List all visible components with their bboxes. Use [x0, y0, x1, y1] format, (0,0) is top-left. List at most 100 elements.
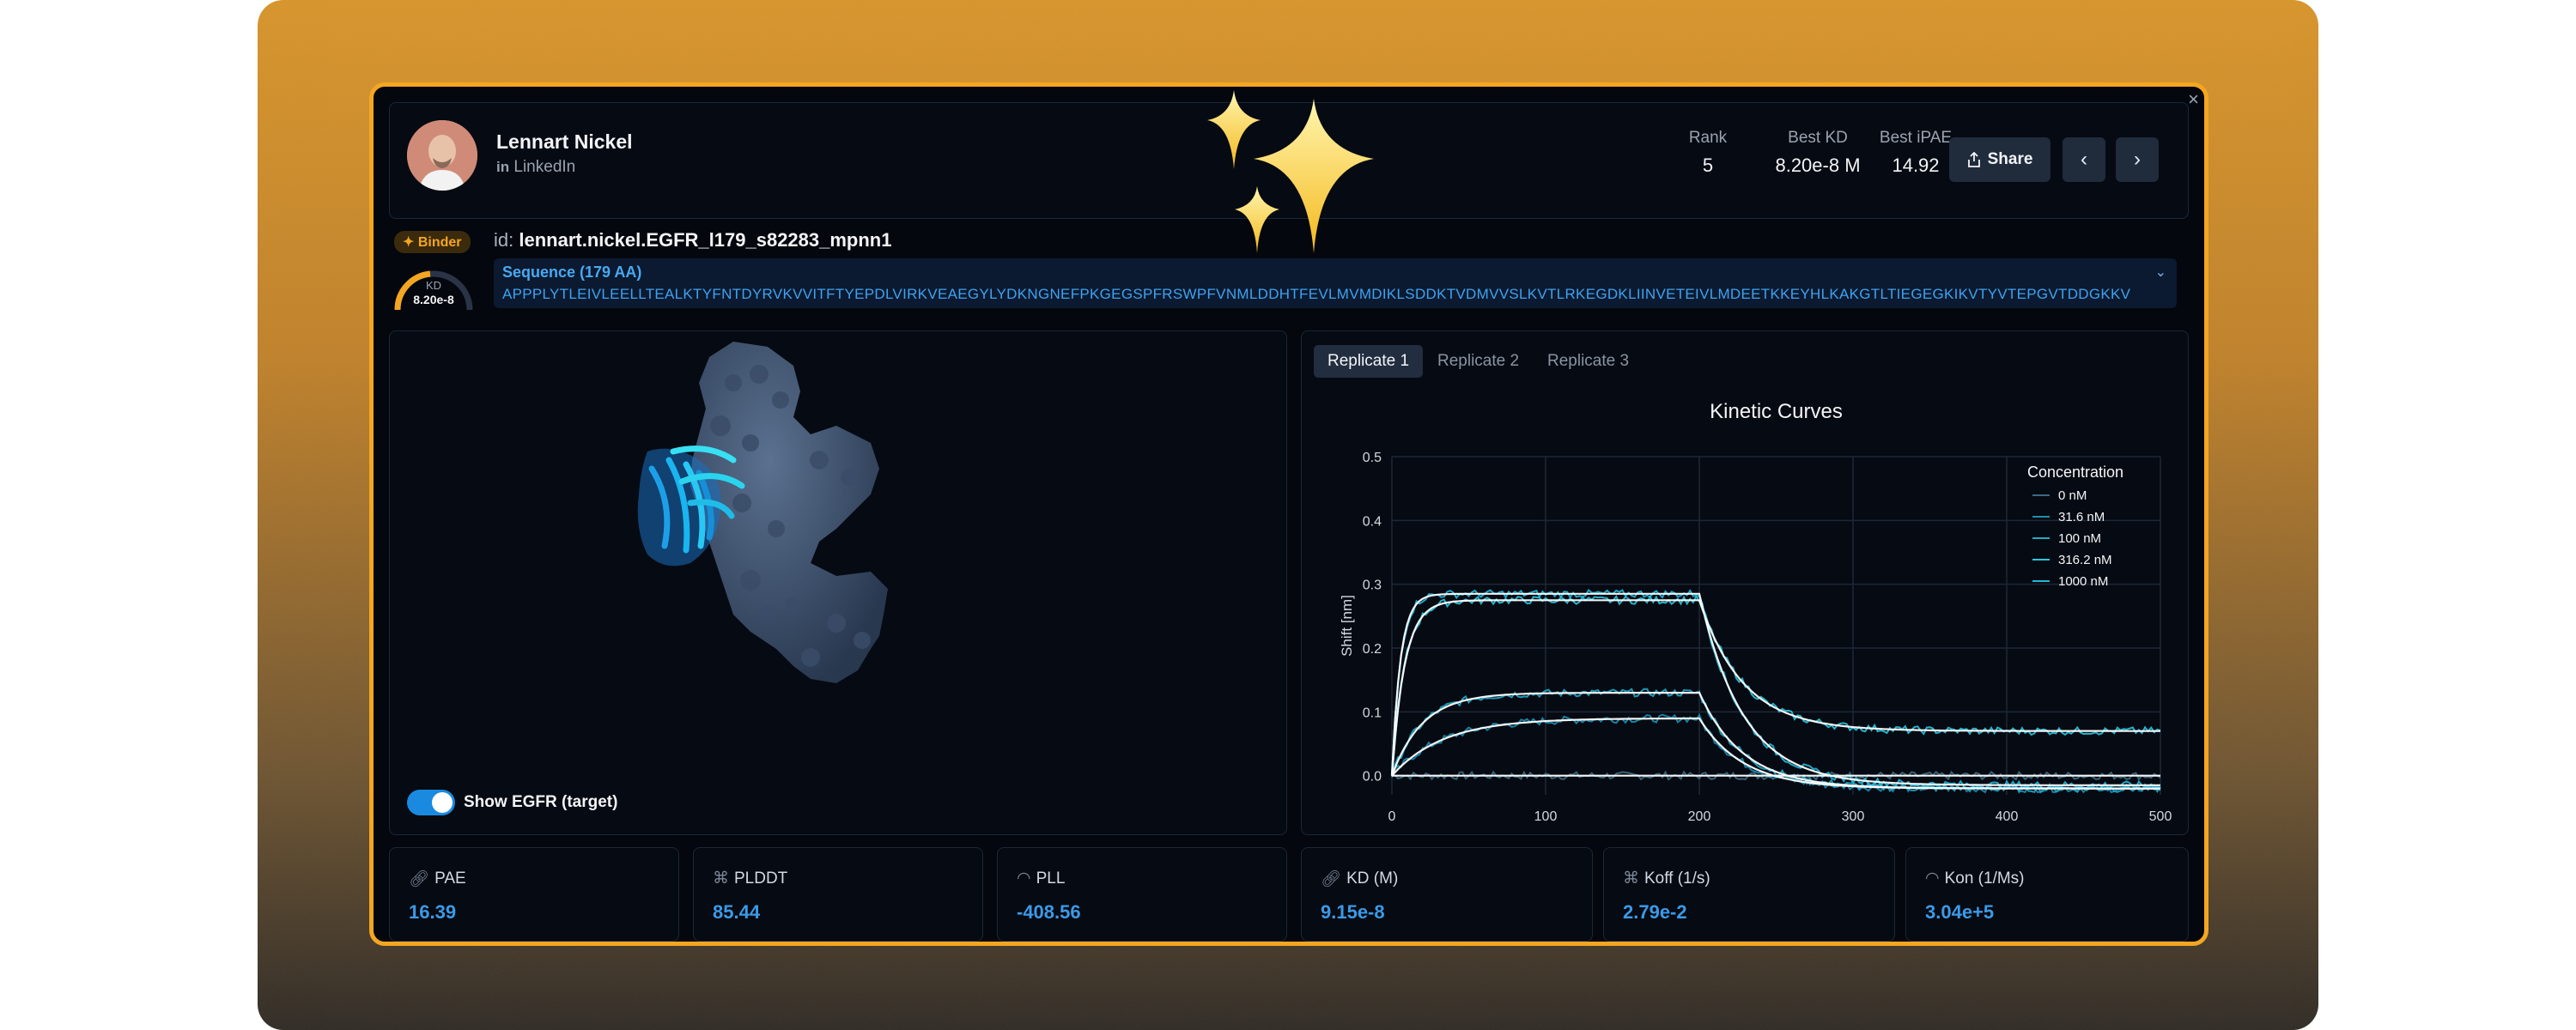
- previous-button[interactable]: ‹: [2063, 137, 2105, 182]
- y-axis-label: Shift [nm]: [1339, 595, 1355, 657]
- kinetics-panel: Replicate 1 Replicate 2 Replicate 3 Kine…: [1301, 330, 2189, 835]
- series-raw-line: [1391, 712, 2161, 794]
- kd-value: 9.15e-8: [1321, 901, 1385, 923]
- linkedin-link[interactable]: in LinkedIn: [496, 158, 575, 177]
- binder-badge-label: Binder: [417, 235, 462, 250]
- network-icon: ⌘: [1623, 869, 1639, 888]
- y-tick-label: 0.3: [1363, 579, 1382, 593]
- metric-label-pll: ◠ PLL: [1017, 869, 1065, 888]
- metric-label-kd: 🔗︎ KD (M): [1321, 869, 1398, 889]
- share-icon: [1967, 152, 1980, 167]
- toggle-knob: [432, 792, 453, 813]
- network-icon: ⌘: [713, 869, 729, 888]
- chevron-down-icon[interactable]: ⌄: [2154, 265, 2166, 280]
- legend-entry: 100 nM: [2058, 531, 2101, 546]
- kd-gauge-label: KD: [425, 279, 442, 292]
- sequence-panel[interactable]: Sequence (179 AA) APPPLYTLEIVLEELLTEALKT…: [494, 258, 2177, 308]
- design-id: id: lennart.nickel.EGFR_l179_s82283_mpnn…: [494, 229, 891, 251]
- next-button[interactable]: ›: [2116, 137, 2159, 182]
- chart-title: Kinetic Curves: [1710, 400, 1843, 423]
- metric-card-pll: ◠ PLL -408.56: [997, 847, 1287, 942]
- y-tick-label: 0.2: [1363, 642, 1382, 657]
- link-icon: 🔗︎: [1321, 870, 1342, 888]
- y-tick-label: 0.1: [1363, 706, 1382, 720]
- metric-card-kon: ◠ Kon (1/Ms) 3.04e+5: [1905, 847, 2189, 942]
- structure-viewer[interactable]: Show EGFR (target): [389, 330, 1287, 835]
- metric-label-koff: ⌘ Koff (1/s): [1623, 869, 1710, 888]
- metric-label-pae: 🔗︎ PAE: [409, 869, 466, 889]
- legend-entry: 31.6 nM: [2058, 510, 2105, 524]
- kd-gauge-value: 8.20e-8: [413, 293, 454, 306]
- kd-gauge: KD 8.20e-8: [392, 264, 475, 313]
- series-fit-line: [1390, 692, 2160, 790]
- chevron-left-icon: ‹: [2081, 148, 2087, 171]
- gauge-icon: ◠: [1925, 869, 1940, 888]
- sparkles-icon: [1207, 90, 1374, 253]
- metric-card-pae: 🔗︎ PAE 16.39: [389, 847, 679, 942]
- close-icon[interactable]: ×: [2188, 88, 2199, 110]
- share-button[interactable]: Share: [1949, 137, 2050, 182]
- best-kd-value: 8.20e-8 M: [1775, 154, 1861, 176]
- link-icon: 🔗︎: [409, 870, 430, 888]
- legend-title: Concentration: [2027, 464, 2123, 481]
- x-tick-label: 200: [1688, 809, 1711, 824]
- legend-entry: 1000 nM: [2058, 574, 2108, 589]
- x-tick-label: 400: [1996, 809, 2019, 824]
- koff-label: Koff (1/s): [1644, 869, 1710, 888]
- metric-card-kd: 🔗︎ KD (M) 9.15e-8: [1301, 847, 1593, 942]
- linkedin-label: LinkedIn: [513, 158, 576, 176]
- rank-label: Rank: [1688, 129, 1728, 147]
- metric-card-plddt: ⌘ PLDDT 85.44: [693, 847, 983, 942]
- y-tick-label: 0.5: [1363, 451, 1382, 465]
- sequence-text: APPPLYTLEIVLEELLTEALKTYFNTDYRVKVVITFTYEP…: [502, 286, 2131, 302]
- avatar: [407, 120, 477, 191]
- best-ipae-stat: Best iPAE 14.92: [1868, 129, 1963, 177]
- sparkle-icon: ✦: [403, 235, 415, 250]
- tab-replicate-3[interactable]: Replicate 3: [1547, 352, 1630, 370]
- tab-replicate-1[interactable]: Replicate 1: [1314, 345, 1424, 378]
- show-target-label: Show EGFR (target): [464, 793, 618, 811]
- linkedin-icon: in: [496, 159, 510, 175]
- series-raw-line: [1391, 588, 2161, 791]
- tab-replicate-2[interactable]: Replicate 2: [1437, 352, 1520, 370]
- x-tick-label: 500: [2149, 809, 2172, 824]
- series-fit-line: [1390, 592, 2160, 786]
- pae-value: 16.39: [409, 901, 457, 923]
- y-tick-label: 0.4: [1363, 514, 1382, 529]
- binder-badge: ✦ Binder: [394, 231, 471, 253]
- legend-entry: 316.2 nM: [2058, 553, 2112, 567]
- best-kd-stat: Best KD 8.20e-8 M: [1762, 129, 1874, 177]
- protein-structure-image[interactable]: [390, 331, 1288, 836]
- best-ipae-label: Best iPAE: [1879, 129, 1953, 147]
- metric-label-kon: ◠ Kon (1/Ms): [1925, 869, 2025, 888]
- metric-label-plddt: ⌘ PLDDT: [713, 869, 787, 888]
- plddt-value: 85.44: [713, 901, 761, 923]
- series-fit-line: [1390, 599, 2160, 776]
- show-target-toggle[interactable]: [407, 790, 455, 815]
- legend-entry: 0 nM: [2058, 488, 2087, 503]
- pll-label: PLL: [1036, 869, 1066, 888]
- x-tick-label: 300: [1842, 809, 1865, 824]
- x-tick-label: 0: [1388, 809, 1396, 824]
- gauge-icon: ◠: [1017, 869, 1031, 888]
- rank-value: 5: [1702, 154, 1714, 176]
- kinetic-curves-chart[interactable]: Kinetic Curves 0 100 200 300 400 500 0.0 0.1 0.2 0…: [1302, 379, 2190, 834]
- plddt-label: PLDDT: [734, 869, 788, 888]
- rank-stat: Rank 5: [1669, 129, 1747, 177]
- pae-label: PAE: [434, 869, 466, 888]
- x-tick-label: 100: [1534, 809, 1558, 824]
- sequence-title: Sequence (179 AA): [502, 264, 642, 281]
- y-tick-label: 0.0: [1363, 770, 1382, 785]
- user-name: Lennart Nickel: [496, 130, 633, 153]
- pll-value: -408.56: [1017, 901, 1081, 923]
- series-raw-line: [1391, 594, 2161, 775]
- best-kd-label: Best KD: [1788, 129, 1848, 147]
- chevron-right-icon: ›: [2134, 148, 2141, 171]
- koff-value: 2.79e-2: [1623, 901, 1687, 923]
- kd-label: KD (M): [1346, 869, 1399, 888]
- design-id-prefix: id:: [494, 229, 514, 251]
- metric-card-koff: ⌘ Koff (1/s) 2.79e-2: [1603, 847, 1895, 942]
- share-label: Share: [1987, 150, 2033, 168]
- kon-value: 3.04e+5: [1925, 901, 1995, 923]
- design-id-value: lennart.nickel.EGFR_l179_s82283_mpnn1: [519, 229, 892, 251]
